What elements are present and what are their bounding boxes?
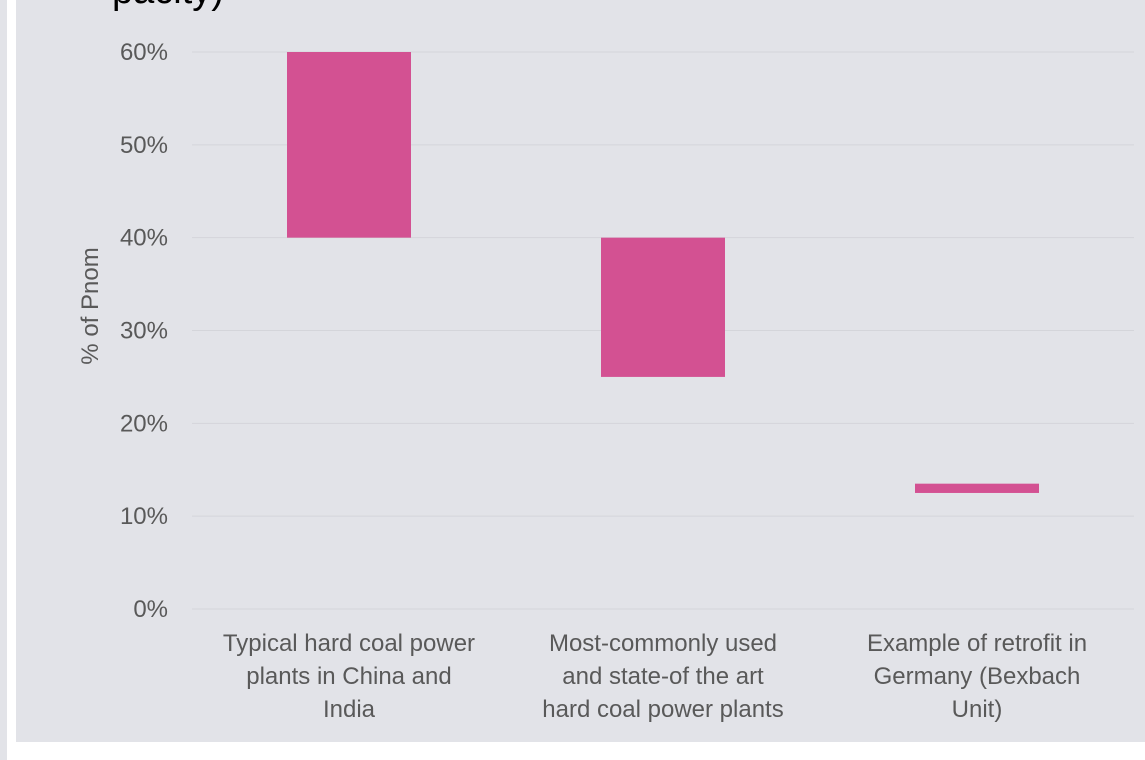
chart-svg: 0% 10% 20% 30% 40% 50% 60% Typical hard coal p… (77, 39, 1134, 723)
x-category-label-line: Most-commonly used (549, 630, 777, 657)
y-axis-label: % of Pnom (77, 247, 104, 364)
x-category-label-line: Unit) (952, 696, 1003, 723)
x-category-label-line: Example of retrofit in (867, 630, 1087, 657)
y-tick-label: 0% (133, 596, 168, 623)
x-category-label-line: Germany (Bexbach (874, 663, 1081, 690)
y-tick-label: 50% (120, 132, 168, 159)
y-tick-label: 30% (120, 318, 168, 345)
x-category-label-line: Typical hard coal power (223, 630, 475, 657)
left-border (0, 0, 7, 760)
range-bar (287, 52, 411, 238)
x-category-label-line: hard coal power plants (542, 696, 783, 723)
y-tick-labels: 0% 10% 20% 30% 40% 50% 60% (120, 39, 168, 623)
x-category-label-line: India (323, 696, 376, 723)
range-bar (915, 483, 1039, 493)
y-tick-label: 60% (120, 39, 168, 66)
x-category-label-line: and state-of the art (562, 663, 764, 690)
x-category-label-line: plants in China and (246, 663, 451, 690)
range-bar (601, 237, 725, 377)
y-tick-label: 10% (120, 503, 168, 530)
chart-area: pacity) 0% 10% 20% 30% 40% 50% 60% Typical har… (16, 0, 1145, 742)
bars (287, 52, 1039, 493)
chart-title: pacity) (112, 0, 224, 13)
y-tick-label: 20% (120, 410, 168, 437)
y-tick-label: 40% (120, 225, 168, 252)
x-category-labels: Typical hard coal power plants in China a… (223, 630, 1087, 723)
